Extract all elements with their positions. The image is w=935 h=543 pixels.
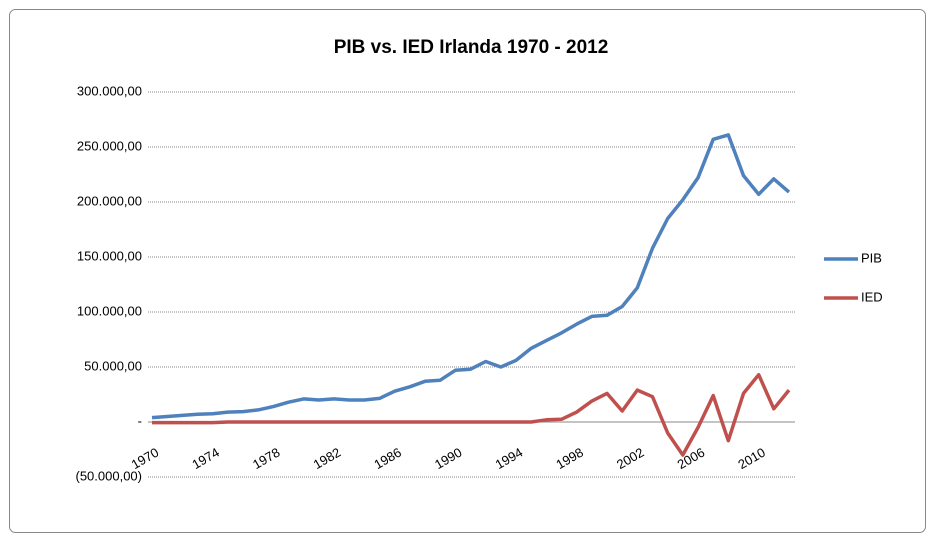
- series-line: [151, 133, 791, 420]
- y-tick-label: (50.000,00): [76, 468, 143, 483]
- y-tick-label: 100.000,00: [77, 303, 142, 318]
- legend-label: IED: [861, 289, 883, 304]
- legend-label: PIB: [861, 250, 882, 265]
- y-tick-label: 150.000,00: [77, 248, 142, 263]
- y-tick-label: -: [138, 413, 142, 428]
- y-tick-label: 250.000,00: [77, 138, 142, 153]
- chart-title: PIB vs. IED Irlanda 1970 - 2012: [334, 37, 609, 58]
- series-line: [152, 372, 791, 457]
- y-tick-label: 300.000,00: [77, 83, 142, 98]
- chart-frame: [9, 9, 926, 533]
- y-tick-label: 200.000,00: [77, 193, 142, 208]
- y-tick-label: 50.000,00: [84, 358, 142, 373]
